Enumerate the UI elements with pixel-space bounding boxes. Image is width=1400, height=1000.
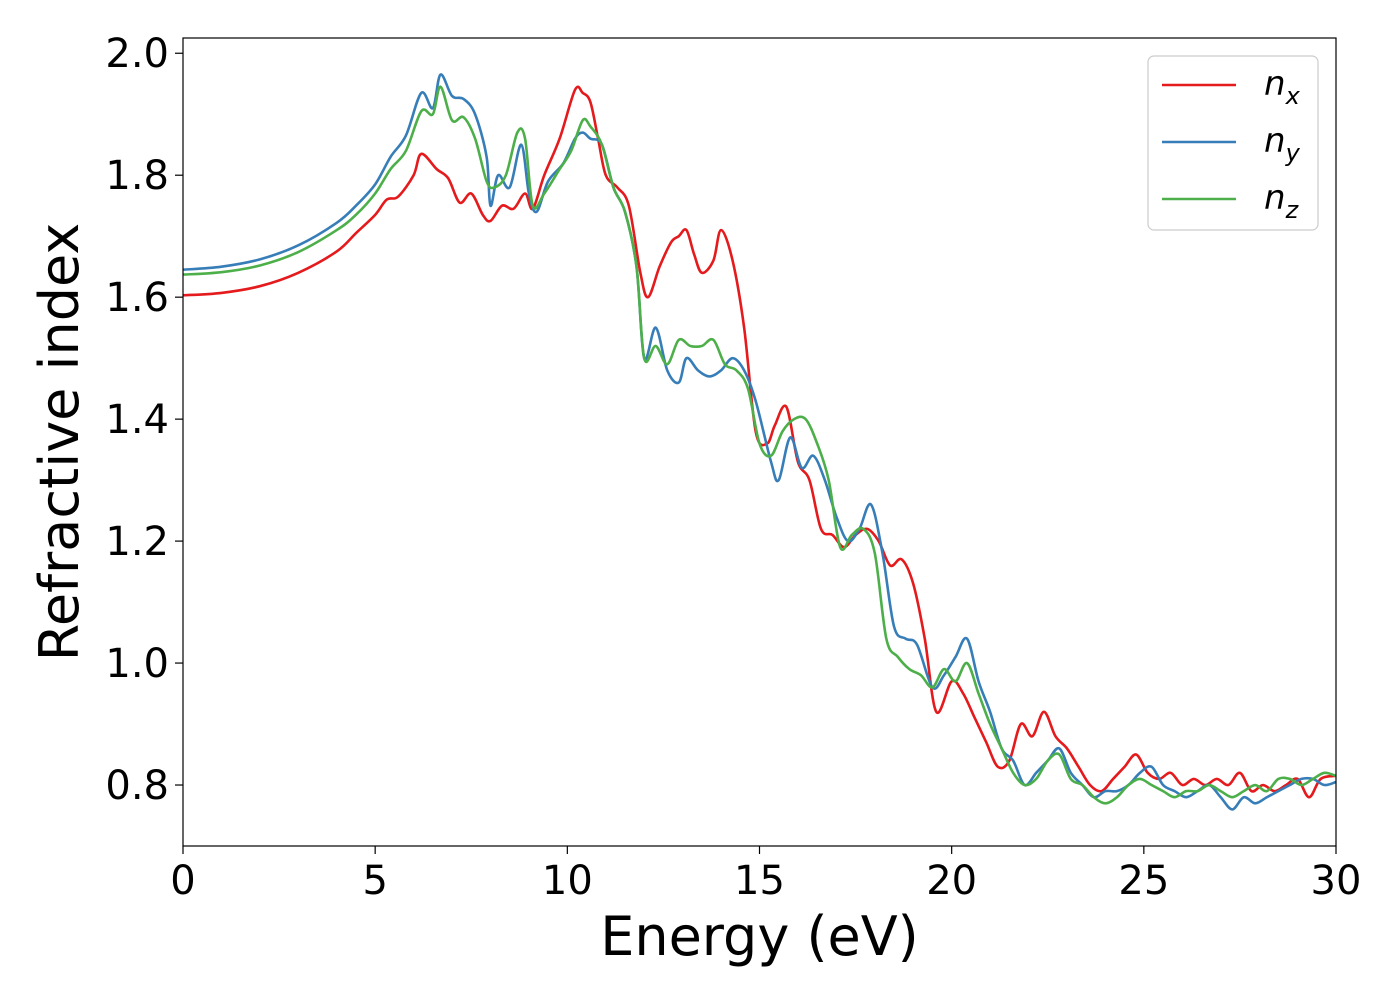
x-tick-label: 15: [734, 858, 785, 904]
legend: nx ny nz: [1147, 55, 1319, 231]
x-tick-label: 5: [362, 858, 387, 904]
y-tick-label: 0.8: [105, 763, 169, 809]
legend-label: nx: [1264, 64, 1301, 110]
x-tick-label: 20: [926, 858, 977, 904]
series-layer: [183, 73, 1336, 811]
series-line-ny: [183, 73, 1336, 811]
legend-label: ny: [1264, 121, 1301, 167]
x-tick-label: 0: [170, 858, 195, 904]
ticks-layer: 0 5 10 15 20 25 30 0.8 1.0 1.2 1.4 1.6 1.8 2.0: [105, 31, 1361, 904]
x-tick-label: 10: [542, 858, 593, 904]
y-tick-label: 1.0: [105, 641, 169, 687]
series-line-nz: [183, 85, 1336, 805]
x-tick-label: 30: [1311, 858, 1362, 904]
y-tick-label: 1.2: [105, 519, 169, 565]
y-tick-label: 1.8: [105, 153, 169, 199]
y-tick-label: 1.6: [105, 275, 169, 321]
legend-label: nz: [1264, 178, 1300, 224]
y-tick-label: 1.4: [105, 397, 169, 443]
y-tick-label: 2.0: [105, 31, 169, 77]
x-axis-label: Energy (eV): [600, 905, 919, 968]
y-axis-label: Refractive index: [28, 223, 91, 662]
x-tick-label: 25: [1118, 858, 1169, 904]
